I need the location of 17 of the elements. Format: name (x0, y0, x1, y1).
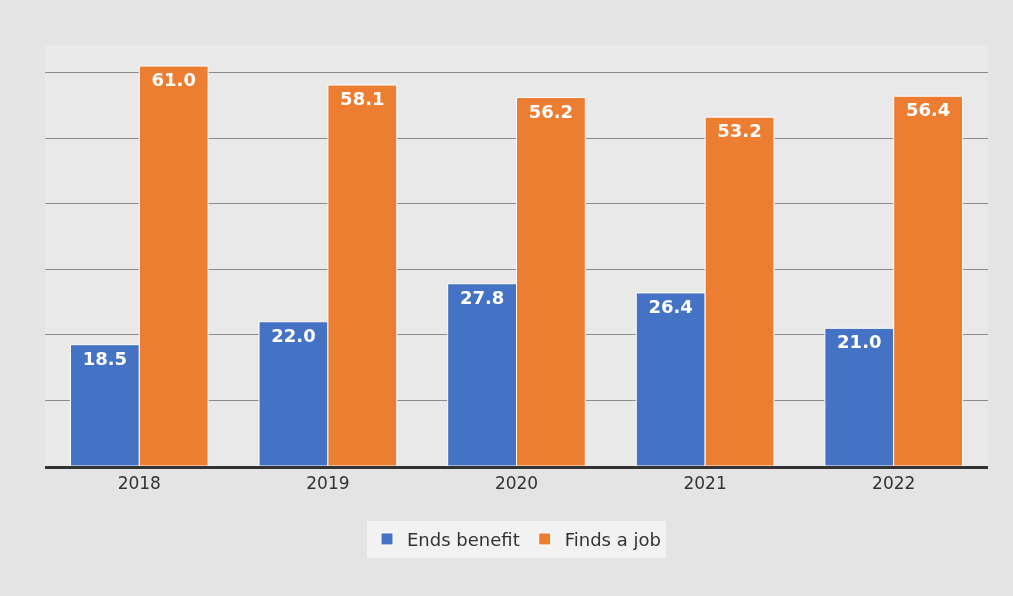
x-tick-label: 2020 (494, 473, 539, 494)
data-label: 61.0 (151, 69, 196, 91)
data-label: 56.2 (528, 100, 574, 122)
x-tick-label: 2019 (306, 473, 350, 494)
data-label: 21.0 (837, 331, 882, 353)
data-label: 56.4 (905, 99, 951, 121)
data-label: 22.0 (271, 324, 316, 346)
data-label: 18.5 (82, 347, 128, 369)
legend-label: Ends benefit (407, 528, 520, 550)
legend-label: Finds a job (564, 528, 661, 550)
x-tick-label: 2022 (872, 473, 916, 494)
data-label: 53.2 (717, 120, 762, 142)
x-tick-label: 2018 (117, 473, 161, 494)
x-tick-label: 2021 (683, 473, 727, 494)
data-label: 58.1 (340, 88, 385, 110)
data-label: 27.8 (459, 286, 505, 308)
data-label: 26.4 (648, 295, 693, 317)
